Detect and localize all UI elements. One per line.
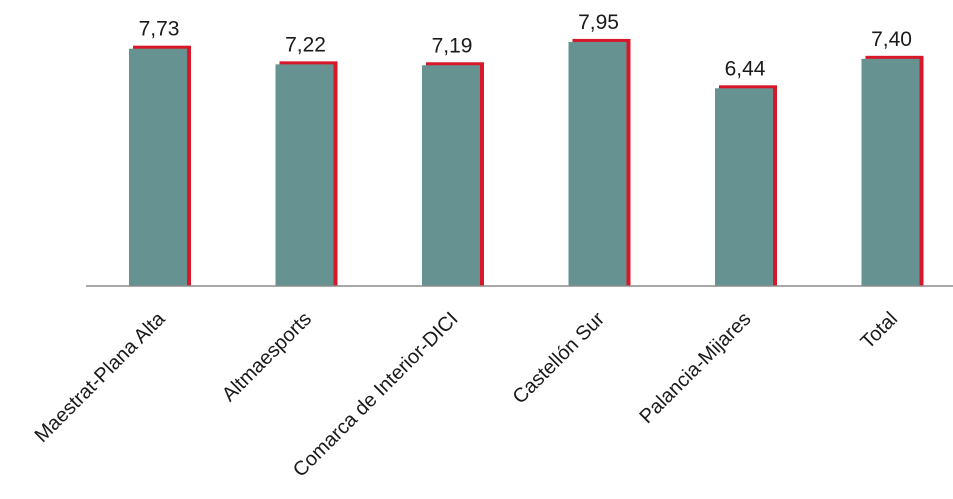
x-tick-label: Altmaesports: [218, 308, 316, 406]
data-label: 7,19: [432, 34, 473, 57]
bar: [568, 41, 627, 287]
x-tick-label: Total: [857, 308, 902, 353]
x-tick-label: Castellón Sur: [509, 308, 610, 409]
bars-layer: [129, 38, 924, 287]
x-tick-label: Maestrat-Plana Alta: [31, 307, 171, 447]
data-label: 7,40: [871, 28, 912, 51]
data-label: 6,44: [725, 57, 766, 80]
bar: [275, 64, 334, 286]
x-tick-label: Palancia-Mijares: [635, 308, 755, 428]
data-label: 7,95: [578, 11, 619, 34]
bar: [422, 65, 480, 286]
bar: [861, 58, 920, 286]
data-label: 7,22: [285, 33, 326, 56]
bar: [715, 88, 773, 287]
bar: [129, 48, 187, 287]
data-label: 7,73: [139, 18, 180, 41]
x-tick-label: Comarca de Interior-DICI: [289, 308, 463, 482]
